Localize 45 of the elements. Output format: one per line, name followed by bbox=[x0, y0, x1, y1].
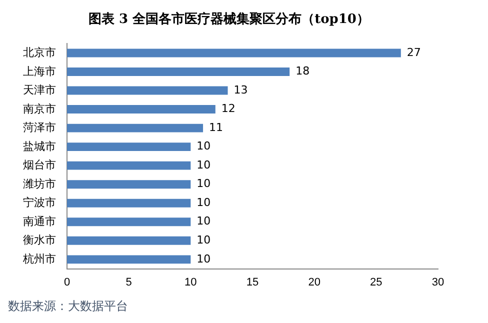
data-label: 10 bbox=[196, 140, 211, 153]
data-label: 10 bbox=[196, 158, 211, 172]
y-tick-label: 烟台市 bbox=[23, 158, 56, 172]
data-label: 10 bbox=[196, 214, 211, 228]
bar bbox=[67, 218, 191, 226]
y-tick-label: 杭州市 bbox=[22, 252, 56, 266]
y-tick-label: 宁波市 bbox=[23, 196, 56, 210]
data-label: 10 bbox=[196, 252, 211, 266]
y-tick-label: 衡水市 bbox=[23, 234, 56, 247]
x-tick-label: 30 bbox=[432, 276, 444, 288]
y-tick-label: 菏泽市 bbox=[23, 121, 56, 134]
y-tick-label: 天津市 bbox=[23, 84, 56, 97]
x-tick-label: 15 bbox=[246, 276, 259, 288]
x-tick-label: 10 bbox=[184, 276, 197, 288]
y-tick-label: 潍坊市 bbox=[23, 177, 56, 190]
bar bbox=[67, 68, 290, 76]
x-tick-label: 20 bbox=[308, 276, 320, 288]
bar bbox=[67, 255, 191, 264]
y-tick-label: 上海市 bbox=[23, 64, 56, 78]
bar bbox=[67, 180, 191, 189]
bar bbox=[67, 161, 191, 170]
data-label: 12 bbox=[221, 102, 236, 116]
data-label: 13 bbox=[234, 83, 248, 96]
x-tick-label: 0 bbox=[64, 276, 70, 288]
bar bbox=[67, 198, 191, 208]
x-tick-label: 5 bbox=[126, 276, 132, 288]
data-label: 10 bbox=[196, 196, 211, 209]
bar bbox=[67, 142, 191, 152]
y-tick-label: 北京市 bbox=[23, 46, 56, 60]
data-label: 10 bbox=[196, 234, 211, 247]
y-tick-label: 南京市 bbox=[23, 102, 56, 116]
data-label: 27 bbox=[406, 46, 421, 59]
y-tick-label: 盐城市 bbox=[23, 140, 56, 153]
data-label: 10 bbox=[196, 177, 211, 190]
bar bbox=[67, 86, 228, 95]
y-tick-label: 南通市 bbox=[23, 214, 56, 228]
x-tick-label: 25 bbox=[370, 276, 382, 288]
bar bbox=[67, 236, 191, 245]
data-label: 18 bbox=[296, 64, 310, 78]
source-note: 数据来源：大数据平台 bbox=[8, 298, 128, 315]
bar bbox=[67, 124, 204, 132]
chart-title: 图表 3 全国各市医疗器械集聚区分布（top10） bbox=[88, 11, 370, 28]
data-label: 11 bbox=[209, 120, 224, 134]
bar bbox=[67, 48, 401, 58]
bar bbox=[67, 105, 216, 114]
